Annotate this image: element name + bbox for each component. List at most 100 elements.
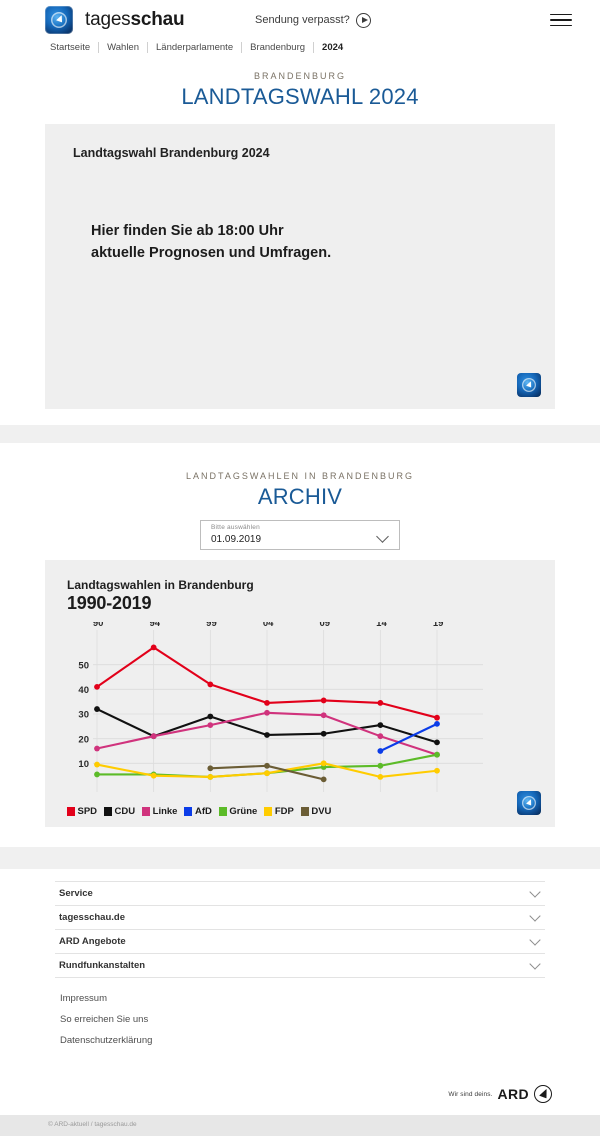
legend-item-cdu[interactable]: CDU: [104, 806, 135, 817]
ard-wordmark: ARD: [497, 1086, 529, 1102]
svg-text:50: 50: [78, 660, 89, 671]
breadcrumb-item-wahlen[interactable]: Wahlen: [99, 42, 148, 53]
svg-text:'19: '19: [431, 622, 444, 629]
chart-subtitle: 1990-2019: [67, 593, 152, 613]
footer-accordion-rundfunkanstalten[interactable]: Rundfunkanstalten: [55, 954, 545, 978]
legend-item-spd[interactable]: SPD: [67, 806, 97, 817]
legend-swatch-spd: [67, 807, 75, 816]
chevron-down-icon-ard-angebote[interactable]: [529, 933, 541, 946]
breadcrumb-item-brandenburg[interactable]: Brandenburg: [242, 42, 315, 53]
svg-text:'94: '94: [147, 622, 161, 629]
legend-item-fdp[interactable]: FDP: [264, 806, 294, 817]
legend-swatch-grüne: [218, 807, 227, 816]
legend-item-dvu[interactable]: DVU: [300, 806, 332, 817]
svg-text:10: 10: [78, 759, 89, 770]
footer-link-kontakt[interactable]: So erreichen Sie uns: [60, 1014, 149, 1025]
line-chart: 10 20 30 40 50 '90 '94 '99 '04 '09 '14 '19: [67, 622, 533, 802]
footer-link-impressum[interactable]: Impressum: [60, 993, 107, 1004]
page-title-block: BRANDENBURG LANDTAGSWAHL 2024: [0, 59, 600, 124]
footer-accordion-ard-angebote-label: ARD Angebote: [59, 936, 126, 947]
svg-text:'04: '04: [261, 622, 275, 629]
play-icon[interactable]: [355, 12, 371, 28]
archive-header: LANDTAGSWAHLEN IN BRANDENBURG ARCHIV Bit…: [0, 443, 600, 560]
brand-bold-text: schau: [130, 9, 185, 30]
burger-line-1: [550, 13, 572, 16]
svg-text:20: 20: [78, 734, 89, 745]
page-kicker: BRANDENBURG: [253, 71, 346, 81]
brand-light-text: tages: [85, 9, 131, 30]
svg-text:'90: '90: [91, 622, 104, 629]
ard-logo-row: Wir sind deins. ARD: [0, 1051, 600, 1115]
brand-wordmark[interactable]: tagesschau: [85, 9, 185, 31]
legend-swatch-linke: [142, 807, 151, 816]
svg-text:'14: '14: [374, 622, 388, 629]
footer-accordion-service[interactable]: Service: [55, 881, 545, 906]
legend-label-cdu: CDU: [114, 806, 136, 817]
header-top-bar: tagesschau Sendung verpasst?: [0, 0, 600, 40]
sendung-verpasst-label: Sendung verpasst?: [255, 14, 350, 26]
tagesschau-logo-icon[interactable]: [45, 6, 73, 34]
chevron-down-icon-rundfunkanstalten[interactable]: [529, 957, 541, 970]
legend-swatch-afd: [184, 807, 193, 816]
site-header: tagesschau Sendung verpasst? Startseite …: [0, 0, 600, 59]
footer-accordion-service-label: Service: [59, 888, 93, 899]
footer-accordion-tagesschau[interactable]: tagesschau.de: [55, 906, 545, 930]
burger-line-2: [550, 19, 572, 21]
hamburger-menu-icon[interactable]: [550, 13, 572, 27]
legend-item-afd[interactable]: AfD: [184, 806, 212, 817]
legend-swatch-cdu: [104, 807, 113, 816]
legend-label-spd: SPD: [77, 806, 98, 817]
burger-line-3: [550, 24, 572, 27]
footer-accordion-ard-angebote[interactable]: ARD Angebote: [55, 930, 545, 954]
legend-item-linke[interactable]: Linke: [142, 806, 177, 817]
teaser-message-line-2: aktuelle Prognosen und Umfragen.: [91, 245, 332, 262]
legend-label-dvu: DVU: [311, 806, 332, 817]
teaser-message: Hier finden Sie ab 18:00 Uhr aktuelle Pr…: [91, 220, 527, 265]
chevron-down-icon-tagesschau[interactable]: [529, 909, 541, 922]
footer-links: Impressum So erreichen Sie uns Datenschu…: [60, 988, 540, 1051]
footer-link-datenschutz[interactable]: Datenschutzerklärung: [60, 1035, 153, 1046]
legend-label-fdp: FDP: [274, 806, 294, 817]
footer-accordion-tagesschau-label: tagesschau.de: [59, 912, 125, 923]
svg-text:'09: '09: [317, 622, 330, 629]
breadcrumb: Startseite Wahlen Länderparlamente Brand…: [0, 40, 600, 59]
chevron-down-icon-service[interactable]: [529, 885, 541, 898]
archive-section: LANDTAGSWAHLEN IN BRANDENBURG ARCHIV Bit…: [0, 443, 600, 847]
ard-eye-icon: [534, 1085, 552, 1103]
archive-kicker: LANDTAGSWAHLEN IN BRANDENBURG: [185, 471, 415, 481]
legend-item-grüne[interactable]: Grüne: [218, 806, 258, 817]
svg-text:40: 40: [78, 685, 89, 696]
teaser-card: Landtagswahl Brandenburg 2024 Hier finde…: [45, 124, 555, 409]
legend-label-linke: Linke: [152, 806, 178, 817]
teaser-title: Landtagswahl Brandenburg 2024: [73, 146, 270, 160]
footer-accordion: Service tagesschau.de ARD Angebote Rundf…: [55, 881, 545, 978]
archive-date-select[interactable]: Bitte auswählen 01.09.2019: [200, 520, 400, 550]
svg-text:30: 30: [78, 710, 89, 721]
section-gap-1: [0, 425, 600, 443]
tagesschau-badge-icon: [517, 373, 541, 397]
svg-text:'99: '99: [204, 622, 217, 629]
archive-select-value: 01.09.2019: [211, 534, 262, 545]
sendung-verpasst-link[interactable]: Sendung verpasst?: [255, 12, 371, 28]
legend-swatch-fdp: [264, 807, 273, 816]
breadcrumb-item-startseite[interactable]: Startseite: [50, 42, 100, 53]
teaser-section: Landtagswahl Brandenburg 2024 Hier finde…: [0, 124, 600, 425]
teaser-message-line-1: Hier finden Sie ab 18:00 Uhr: [91, 223, 284, 239]
legend-label-afd: AfD: [194, 806, 212, 817]
archive-title: ARCHIV: [257, 484, 343, 509]
chart-svg: 10 20 30 40 50 '90 '94 '99 '04 '09 '14 '19: [78, 622, 483, 792]
breadcrumb-item-laenderparlamente[interactable]: Länderparlamente: [148, 42, 243, 53]
footer-accordion-rundfunkanstalten-label: Rundfunkanstalten: [59, 960, 146, 971]
chart-legend: SPD CDU Linke AfD Grüne FDP DVU: [67, 806, 533, 817]
chart-title: Landtagswahlen in Brandenburg: [67, 578, 254, 592]
page-title: LANDTAGSWAHL 2024: [181, 84, 419, 109]
site-footer: Service tagesschau.de ARD Angebote Rundf…: [0, 869, 600, 1136]
chart-card: Landtagswahlen in Brandenburg 1990-2019 …: [45, 560, 555, 827]
archive-select-placeholder: Bitte auswählen: [211, 524, 260, 531]
copyright-bar: © ARD-aktuell / tagesschau.de: [0, 1115, 600, 1136]
legend-label-grüne: Grüne: [229, 806, 258, 817]
ard-claim-text: Wir sind deins.: [448, 1090, 493, 1098]
breadcrumb-item-2024[interactable]: 2024: [322, 42, 344, 53]
section-gap-2: [0, 847, 600, 869]
